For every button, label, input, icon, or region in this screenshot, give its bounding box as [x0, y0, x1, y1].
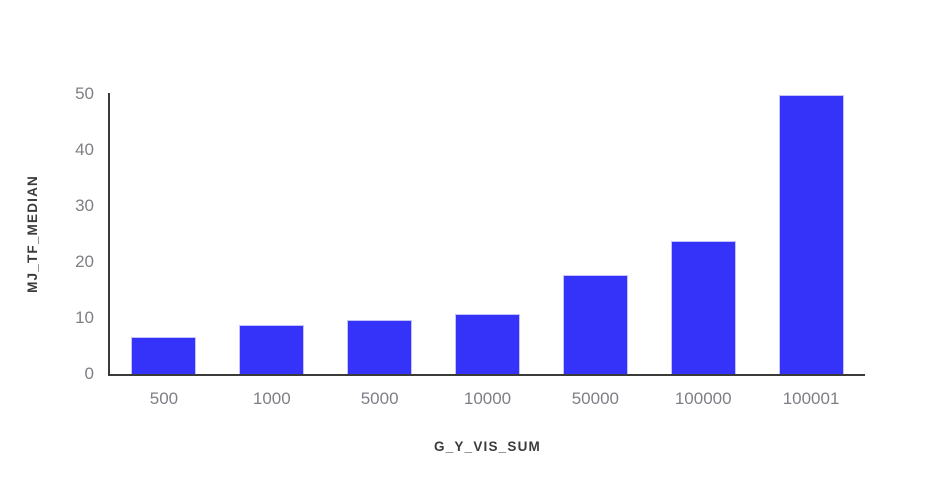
x-axis-title: G_Y_VIS_SUM	[434, 439, 541, 454]
bar-50000	[562, 274, 628, 374]
x-tick-label: 500	[149, 389, 179, 408]
y-tick-label: 30	[75, 196, 94, 215]
x-tick-label: 5000	[360, 389, 399, 408]
y-tick-label: 40	[75, 140, 94, 159]
plot-area	[110, 94, 865, 374]
x-tick-label: 10000	[463, 389, 512, 408]
x-axis-tick-labels: 500 1000 5000 10000 50000 100000 100001	[110, 389, 865, 411]
x-tick-label: 100001	[782, 389, 840, 408]
bar-100000	[670, 241, 736, 374]
y-tick-label: 20	[75, 252, 94, 271]
bar-10000	[455, 314, 520, 374]
y-axis-tick-labels: 0 10 20 30 40 50	[0, 0, 94, 495]
y-axis-line	[108, 93, 110, 376]
bar-1000	[239, 325, 305, 374]
y-tick-label: 50	[75, 84, 94, 103]
x-tick-label: 50000	[571, 389, 619, 408]
bar-100001	[778, 95, 844, 374]
x-axis-line	[108, 374, 865, 376]
y-tick-label: 0	[84, 364, 94, 383]
y-tick-label: 10	[75, 308, 94, 327]
x-tick-label: 100000	[674, 389, 732, 408]
x-tick-label: 1000	[252, 389, 291, 408]
bar-500	[131, 336, 197, 374]
bar-5000	[347, 319, 413, 374]
